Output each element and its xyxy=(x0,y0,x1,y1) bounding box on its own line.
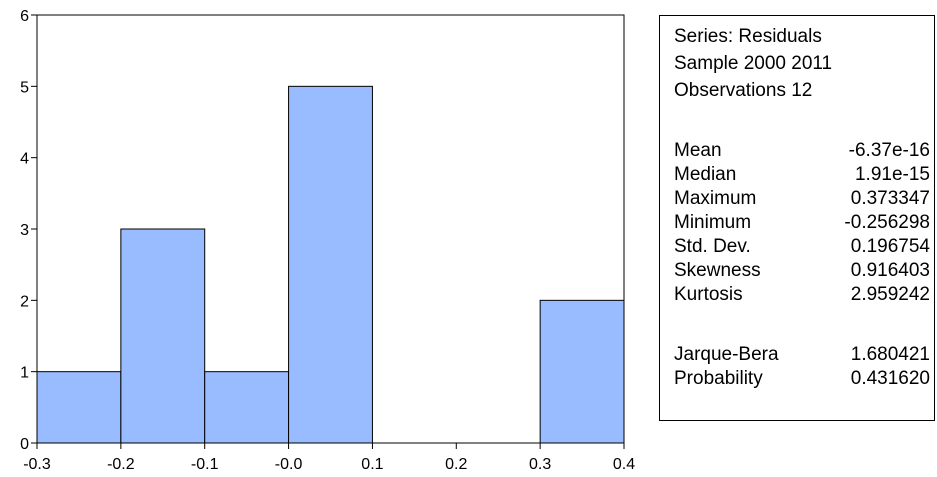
stat-value-kurtosis: 2.959242 xyxy=(850,284,930,305)
y-tick-label: 6 xyxy=(20,8,29,25)
y-axis: 0 1 2 3 4 5 6 xyxy=(20,8,37,453)
histogram-bar xyxy=(204,371,290,444)
y-tick-label: 1 xyxy=(20,365,29,382)
y-tick-label: 2 xyxy=(20,293,29,310)
stat-label-maximum: Maximum xyxy=(674,188,757,209)
stat-value-jarque-bera: 1.680421 xyxy=(850,344,930,365)
x-axis: -0.3 -0.2 -0.1 -0.0 0.1 0.2 0.3 0.4 xyxy=(23,443,635,473)
stat-value-maximum: 0.373347 xyxy=(850,188,930,209)
histogram-bar xyxy=(36,371,122,444)
stat-value-median: 1.91e-15 xyxy=(854,164,930,185)
histogram-bar xyxy=(288,85,373,444)
stat-label-skewness: Skewness xyxy=(674,260,761,281)
stat-label-mean: Mean xyxy=(674,140,722,161)
x-tick-label: -0.1 xyxy=(191,456,219,473)
stat-value-minimum: -0.256298 xyxy=(844,212,930,233)
stat-label-median: Median xyxy=(674,164,737,185)
statistics-box: Series: Residuals Sample 2000 2011 Obser… xyxy=(659,15,935,421)
x-tick-label: 0.1 xyxy=(361,456,383,473)
x-tick-label: 0.2 xyxy=(445,456,467,473)
x-tick-label: -0.2 xyxy=(107,456,135,473)
y-tick-label: 3 xyxy=(20,222,29,239)
stat-value-mean: -6.37e-16 xyxy=(848,140,930,161)
observations-count: Observations 12 xyxy=(674,80,813,101)
stat-label-std-dev: Std. Dev. xyxy=(674,236,751,257)
series-name: Series: Residuals xyxy=(674,26,822,47)
stat-value-std-dev: 0.196754 xyxy=(850,236,930,257)
y-tick-label: 0 xyxy=(20,436,29,453)
histogram-bar xyxy=(539,299,625,444)
x-tick-label: 0.3 xyxy=(529,456,551,473)
stat-value-probability: 0.431620 xyxy=(850,368,930,389)
stat-label-kurtosis: Kurtosis xyxy=(674,284,743,305)
histogram-bar xyxy=(120,228,206,444)
histogram-bars xyxy=(36,85,625,444)
x-tick-label: -0.0 xyxy=(275,456,303,473)
histogram-chart: 0 1 2 3 4 5 6 -0.3 -0.2 -0.1 -0.0 0.1 0.2 0.3 0.4 xyxy=(20,8,635,473)
stat-label-probability: Probability xyxy=(674,368,763,389)
x-tick-label: -0.3 xyxy=(23,456,51,473)
sample-range: Sample 2000 2011 xyxy=(674,53,833,74)
stat-label-jarque-bera: Jarque-Bera xyxy=(674,344,779,365)
x-tick-label: 0.4 xyxy=(613,456,635,473)
stat-label-minimum: Minimum xyxy=(674,212,752,233)
stat-value-skewness: 0.916403 xyxy=(850,260,930,281)
y-tick-label: 4 xyxy=(20,151,29,168)
y-tick-label: 5 xyxy=(20,79,29,96)
